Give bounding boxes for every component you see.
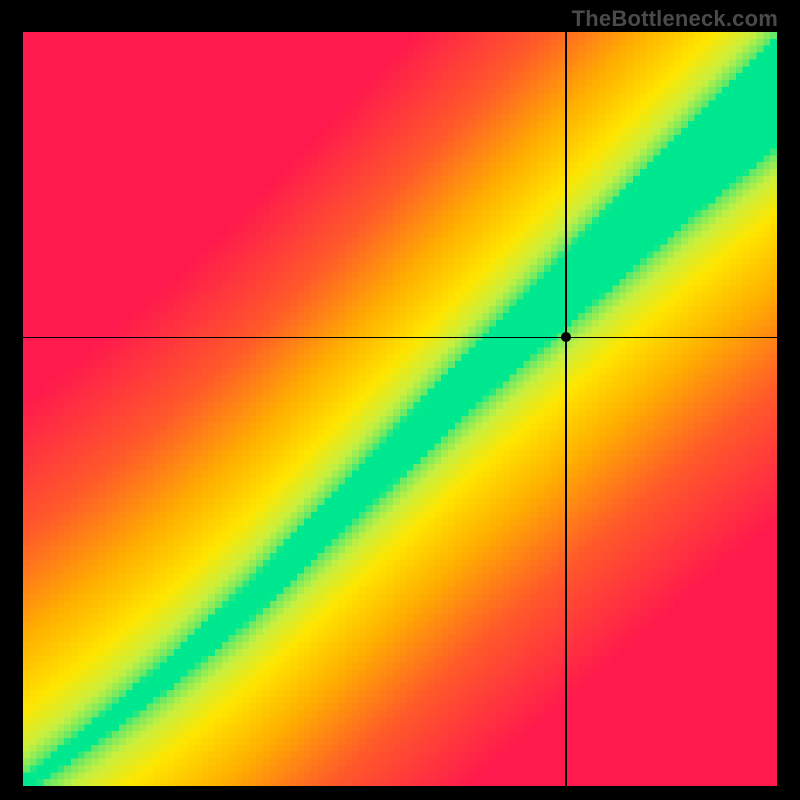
crosshair-vertical [565,32,567,786]
crosshair-marker [561,332,571,342]
watermark-text: TheBottleneck.com [572,6,778,32]
crosshair-horizontal [23,337,777,339]
heatmap-plot [23,32,777,786]
heatmap-canvas [23,32,777,786]
